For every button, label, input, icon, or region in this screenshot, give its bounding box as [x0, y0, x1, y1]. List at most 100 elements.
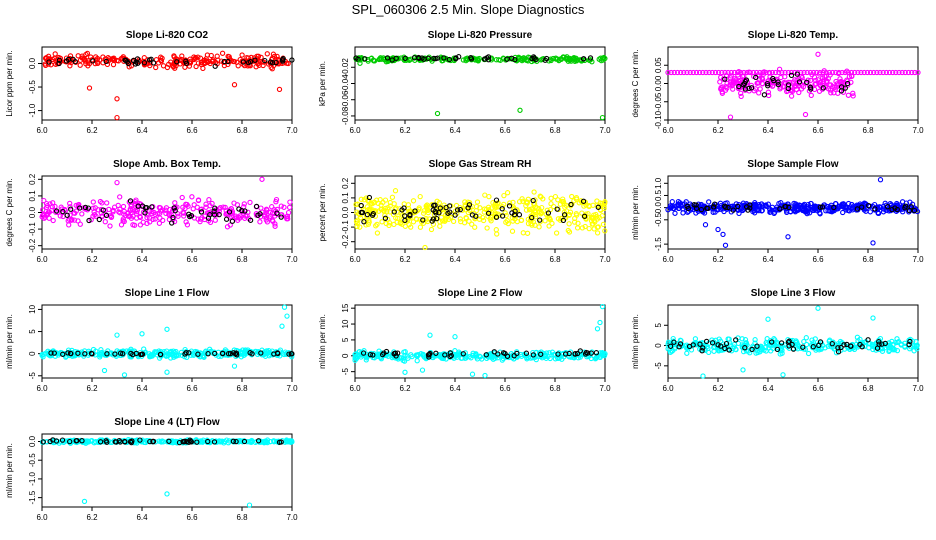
data-point — [355, 217, 361, 223]
data-point — [235, 439, 242, 445]
data-point — [837, 76, 843, 82]
data-point — [903, 200, 910, 206]
x-tick-label: 6.4 — [449, 126, 461, 135]
data-point — [524, 56, 530, 62]
plot-title: Slope Li-820 CO2 — [126, 30, 209, 41]
data-point — [697, 341, 703, 347]
data-point — [719, 69, 725, 76]
x-tick-label: 6.2 — [399, 384, 411, 393]
data-point — [211, 212, 218, 218]
data-point — [75, 53, 81, 59]
data-point — [137, 213, 143, 220]
data-point — [494, 231, 500, 237]
data-point — [552, 356, 559, 362]
data-point — [803, 335, 809, 341]
data-point — [132, 61, 139, 67]
data-point — [468, 355, 474, 361]
data-point — [909, 69, 915, 76]
data-point — [763, 202, 769, 208]
x-tick-label: 6.6 — [499, 126, 511, 135]
x-tick-label: 6.6 — [499, 255, 511, 264]
data-point — [503, 212, 509, 219]
data-point — [364, 211, 371, 218]
plot-7: Slope Line 1 Flow 6.0 6.2 6.4 6.6 6.8 7.0 -5 0 5 1… — [5, 288, 298, 393]
x-tick-label: 7.0 — [912, 255, 924, 264]
data-point — [358, 202, 364, 209]
data-point — [780, 372, 786, 378]
data-point — [893, 69, 899, 76]
data-point — [877, 69, 883, 76]
data-point — [240, 61, 246, 67]
data-point — [602, 228, 608, 234]
data-point — [582, 223, 588, 230]
data-point — [122, 57, 128, 63]
data-point — [899, 69, 905, 76]
data-point — [530, 54, 537, 60]
y-tick-label: 0.2 — [28, 173, 37, 185]
data-point — [288, 351, 294, 357]
data-point — [382, 215, 389, 221]
data-point — [730, 79, 736, 85]
data-point — [66, 216, 72, 222]
data-point — [53, 208, 60, 214]
data-point — [886, 69, 893, 76]
data-point — [794, 71, 800, 77]
data-point — [912, 69, 918, 76]
data-point — [182, 351, 188, 357]
data-point — [475, 56, 481, 63]
data-point — [550, 203, 557, 210]
data-point — [844, 77, 850, 83]
data-point — [73, 208, 79, 214]
x-tick-label: 6.6 — [812, 255, 824, 264]
data-point — [232, 351, 239, 357]
data-point — [833, 78, 839, 85]
data-point — [572, 351, 578, 357]
data-point — [155, 60, 162, 66]
data-point — [160, 217, 166, 224]
data-point — [681, 69, 687, 76]
data-point — [434, 55, 441, 61]
data-point — [761, 92, 768, 98]
data-point — [197, 55, 204, 61]
data-point — [770, 83, 776, 89]
data-point — [427, 350, 433, 357]
data-point — [506, 203, 513, 209]
data-point — [60, 351, 66, 357]
data-point — [60, 438, 67, 444]
x-tick-label: 7.0 — [912, 384, 924, 393]
data-point — [407, 211, 413, 218]
data-point — [719, 89, 725, 95]
data-point — [374, 230, 381, 236]
data-point — [164, 369, 170, 375]
data-point — [730, 207, 736, 213]
data-point — [769, 69, 776, 76]
data-point — [816, 71, 823, 77]
data-point — [858, 69, 864, 76]
data-point — [65, 350, 71, 356]
data-point — [733, 337, 739, 343]
data-point — [418, 351, 424, 357]
y-tick-label: -0.1 — [28, 222, 37, 236]
data-point — [56, 60, 62, 67]
x-tick-label: 6.0 — [349, 126, 361, 135]
data-point — [79, 438, 85, 444]
data-point — [482, 192, 488, 198]
data-point — [247, 217, 254, 223]
data-point — [902, 343, 908, 349]
data-point — [850, 203, 857, 209]
data-point — [730, 86, 736, 92]
data-point — [711, 204, 717, 210]
data-point — [579, 225, 586, 231]
data-point — [67, 200, 73, 207]
data-point — [742, 345, 748, 351]
plot-10: Slope Line 4 (LT) Flow 6.0 6.2 6.4 6.6 6.8 7.0… — [5, 417, 298, 522]
data-point — [788, 69, 795, 76]
data-point — [890, 69, 896, 76]
data-point — [41, 197, 47, 204]
data-point — [765, 83, 771, 89]
data-point — [141, 60, 148, 66]
plot-title: Slope Line 2 Flow — [438, 288, 523, 299]
data-point — [820, 78, 827, 85]
data-point — [120, 203, 127, 210]
data-point — [727, 82, 733, 88]
